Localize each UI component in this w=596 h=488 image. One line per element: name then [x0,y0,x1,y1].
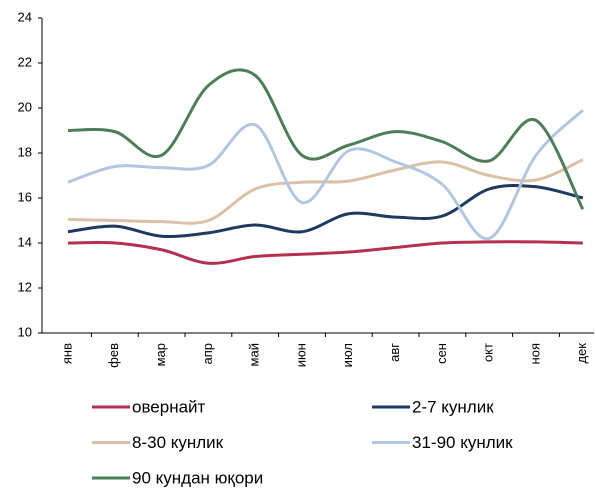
series-line [67,158,584,225]
x-tick-label: июл [340,343,355,367]
y-tick-label: 24 [18,9,32,24]
x-tick-label: мар [153,343,168,366]
x-tick-label: май [247,343,262,366]
legend-label: 8-30 кунлик [132,433,224,452]
x-tick-label: фев [106,343,121,368]
legend-label: 2-7 кунлик [412,397,494,416]
series-line [67,183,584,239]
legend-label: 31-90 кунлик [412,433,513,452]
y-tick-label: 14 [18,234,32,249]
y-tick-label: 10 [18,324,32,339]
y-tick-label: 16 [18,189,32,204]
x-tick-label: окт [481,343,496,362]
y-tick-label: 20 [18,99,32,114]
y-tick-label: 18 [18,144,32,159]
x-tick-label: апр [200,343,215,365]
x-tick-label: янв [59,343,74,364]
x-tick-label: ноя [527,343,542,364]
x-tick-label: сен [434,343,449,364]
series-line [67,68,585,210]
y-tick-label: 22 [18,54,32,69]
x-tick-label: июн [293,343,308,367]
legend-label: 90 кундан юқори [132,468,263,487]
series-line [67,240,583,265]
x-tick-label: дек [574,343,589,364]
legend-label: овернайт [132,397,206,416]
y-tick-label: 12 [18,279,32,294]
series-line [67,109,584,241]
x-tick-label: авг [387,343,402,362]
